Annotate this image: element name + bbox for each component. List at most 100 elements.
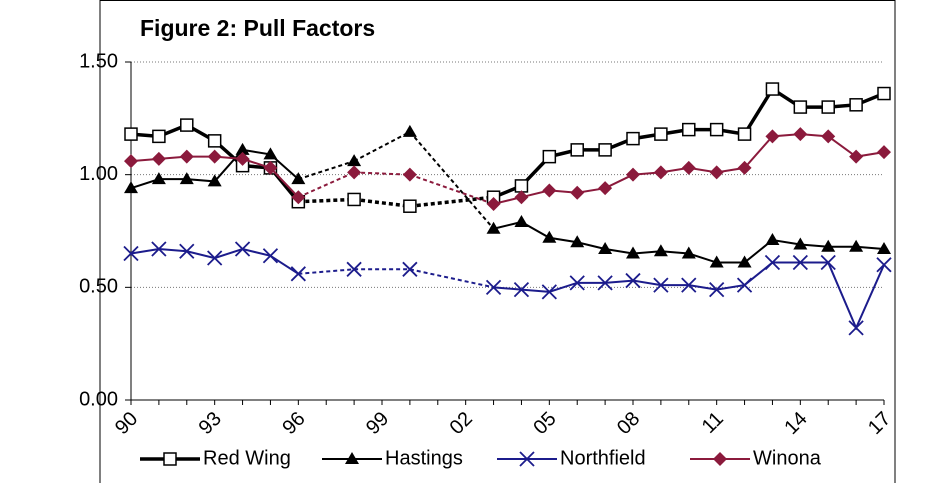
data-point (876, 257, 892, 273)
legend-marker (713, 452, 727, 466)
data-point (849, 239, 864, 252)
data-point (151, 172, 166, 185)
data-point (765, 82, 780, 96)
gap-connector (354, 171, 410, 176)
data-point (263, 147, 278, 160)
data-point (681, 160, 696, 175)
data-point (180, 118, 194, 132)
data-point (821, 100, 835, 114)
data-point (653, 165, 668, 180)
legend-item: Hastings (322, 447, 463, 469)
data-point (849, 98, 863, 112)
data-point (486, 196, 501, 211)
data-point (709, 165, 724, 180)
data-point (793, 127, 808, 142)
data-point (737, 127, 752, 141)
data-point (682, 122, 696, 137)
legend-label: Winona (753, 447, 822, 469)
legend-marker (163, 452, 177, 466)
data-point (626, 246, 640, 259)
data-point (123, 245, 139, 262)
data-point (570, 185, 585, 200)
data-point (598, 242, 613, 255)
data-point (681, 277, 697, 293)
data-point (346, 261, 362, 277)
data-point (848, 320, 864, 336)
data-point (402, 124, 417, 137)
data-point (235, 142, 250, 155)
data-point (654, 127, 668, 141)
data-point (347, 192, 361, 207)
data-point (347, 154, 362, 167)
gap-connector (409, 173, 494, 205)
data-point (151, 241, 167, 257)
data-point (263, 160, 278, 175)
data-point (542, 230, 557, 243)
data-point (513, 281, 530, 298)
data-point (626, 167, 640, 182)
gap-connector (298, 160, 355, 181)
data-point (542, 183, 557, 198)
legend-marker (345, 452, 359, 464)
data-point (737, 160, 752, 175)
data-point (151, 151, 166, 166)
data-point (179, 149, 194, 164)
data-point (124, 181, 138, 194)
data-point (597, 275, 613, 291)
data-point (737, 255, 752, 268)
data-point (514, 214, 529, 227)
data-point (793, 100, 808, 114)
data-point (402, 167, 417, 182)
legend-item: Winona (690, 447, 822, 469)
data-point (709, 281, 725, 298)
data-point (179, 243, 195, 259)
gap-connector (409, 268, 494, 289)
legend-label: Northfield (560, 447, 646, 469)
legend-label: Hastings (385, 447, 463, 469)
data-point (877, 86, 891, 101)
data-point (207, 134, 222, 148)
data-point (290, 266, 306, 282)
data-point (877, 145, 891, 160)
data-point (598, 143, 612, 157)
gap-connector (297, 171, 355, 199)
data-point (207, 174, 222, 187)
data-point (207, 250, 223, 266)
data-point (514, 179, 529, 193)
data-point (152, 129, 166, 144)
y-tick-label: 0.50 (79, 276, 118, 298)
data-point (402, 261, 418, 277)
data-point (765, 129, 780, 144)
data-point (486, 221, 501, 234)
gap-connector (298, 197, 355, 204)
data-point (849, 149, 864, 164)
data-point (653, 244, 668, 257)
gap-connector (409, 131, 495, 230)
data-point (821, 239, 836, 252)
data-point (179, 172, 194, 185)
chart-title: Figure 2: Pull Factors (140, 15, 375, 41)
data-point (570, 143, 584, 157)
chart-frame (99, 0, 896, 483)
data-point (234, 241, 251, 257)
data-point (235, 151, 250, 166)
data-point (570, 235, 585, 248)
gap-connector (353, 130, 411, 163)
data-point (764, 254, 781, 271)
legend-label: Red Wing (203, 447, 291, 469)
data-point (347, 165, 362, 180)
y-tick-label: 1.00 (79, 163, 118, 185)
legend-marker (519, 451, 535, 467)
data-point (877, 242, 891, 255)
data-point (124, 127, 138, 141)
data-point (403, 199, 417, 213)
data-point (124, 154, 138, 169)
data-point (485, 279, 502, 295)
data-point (709, 122, 724, 137)
data-point (820, 254, 836, 271)
data-point (681, 246, 696, 259)
data-point (821, 129, 836, 144)
data-point (765, 233, 780, 246)
